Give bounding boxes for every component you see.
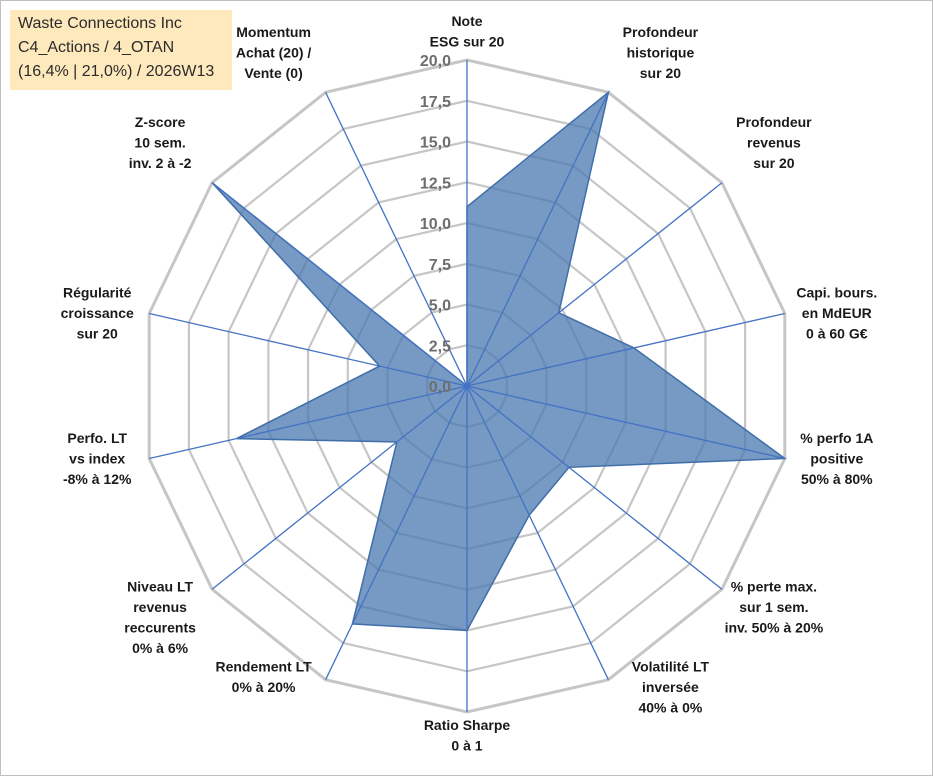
category-label: Capi. bours. en MdEUR 0 à 60 G€ — [796, 285, 877, 342]
category-label: Régularité croissance sur 20 — [61, 285, 134, 342]
category-label: Perfo. LT vs index -8% à 12% — [63, 430, 132, 487]
category-label-line: sur 20 — [77, 326, 118, 342]
category-label-line: Volatilité LT — [632, 659, 710, 675]
axis-spoke — [466, 385, 785, 460]
category-label: Profondeur historique sur 20 — [623, 24, 699, 81]
title-box: Waste Connections Inc C4_Actions / 4_OTA… — [10, 10, 232, 90]
category-label-line: Ratio Sharpe — [424, 717, 511, 733]
category-label-line: inversée — [642, 679, 699, 695]
category-label-line: 0% à 20% — [232, 679, 296, 695]
category-label-line: sur 20 — [640, 65, 681, 81]
tick-label: 2,5 — [429, 338, 451, 355]
category-label-line: sur 1 sem. — [739, 599, 808, 615]
category-label-line: Profondeur — [736, 114, 812, 130]
tick-label: 15,0 — [420, 135, 451, 152]
axis-spoke — [466, 385, 723, 590]
category-label-line: % perfo 1A — [800, 430, 873, 446]
tick-label: 10,0 — [420, 216, 451, 233]
tick-label: 5,0 — [429, 298, 451, 315]
category-label-line: revenus — [133, 599, 187, 615]
category-label-line: Régularité — [63, 285, 132, 301]
axis-spoke — [466, 92, 609, 387]
category-label: Ratio Sharpe 0 à 1 — [424, 717, 511, 754]
category-label-line: % perte max. — [731, 578, 817, 594]
title-line-3: (16,4% | 21,0%) / 2026W13 — [18, 63, 215, 80]
radar-spokes — [149, 60, 785, 712]
axis-spoke — [466, 182, 723, 387]
category-label-line: 10 sem. — [134, 135, 185, 151]
category-label-line: 0 à 1 — [451, 738, 482, 754]
radar-tick-labels: 0,0 2,5 5,0 7,5 10,0 12,5 15,0 17,5 20,0 — [420, 53, 451, 396]
tick-label: 7,5 — [429, 257, 451, 274]
axis-spoke — [325, 385, 468, 680]
category-label-line: sur 20 — [753, 155, 794, 171]
category-label-line: Capi. bours. — [796, 285, 877, 301]
category-label: Note ESG sur 20 — [430, 13, 505, 50]
axis-spoke — [325, 92, 468, 387]
axis-spoke — [211, 385, 468, 590]
category-label-line: en MdEUR — [802, 305, 872, 321]
category-label-line: inv. 50% à 20% — [725, 619, 824, 635]
tick-label: 12,5 — [420, 175, 451, 192]
category-label-line: Momentum — [236, 24, 311, 40]
title-line-2: C4_Actions / 4_OTAN — [18, 39, 175, 56]
axis-spoke — [149, 312, 468, 387]
category-label: Z-score 10 sem. inv. 2 à -2 — [129, 114, 192, 171]
category-label-line: Profondeur — [623, 24, 699, 40]
category-label: Profondeur revenus sur 20 — [736, 114, 812, 171]
tick-label: 20,0 — [420, 53, 451, 70]
category-label: % perfo 1A positive 50% à 80% — [800, 430, 873, 487]
radar-axis-labels: Note ESG sur 20 Profondeur historique sur 20… — [61, 13, 878, 754]
category-label-line: Achat (20) / — [236, 44, 312, 60]
category-label-line: positive — [810, 450, 863, 466]
category-label-line: ESG sur 20 — [430, 34, 505, 50]
category-label-line: Note — [451, 13, 482, 29]
category-label-line: 40% à 0% — [638, 700, 702, 716]
category-label: Momentum Achat (20) / Vente (0) — [236, 24, 312, 81]
category-label: % perte max. sur 1 sem. inv. 50% à 20% — [725, 578, 824, 635]
category-label-line: Vente (0) — [244, 65, 302, 81]
category-label-line: 0 à 60 G€ — [806, 326, 868, 342]
category-label-line: Perfo. LT — [67, 430, 127, 446]
category-label-line: vs index — [69, 450, 125, 466]
tick-label: 0,0 — [429, 379, 451, 396]
category-label: Volatilité LT inversée 40% à 0% — [632, 659, 710, 716]
category-label-line: Z-score — [135, 114, 186, 130]
category-label-line: Niveau LT — [127, 578, 193, 594]
category-label-line: historique — [627, 44, 695, 60]
category-label-line: revenus — [747, 135, 801, 151]
category-label-line: inv. 2 à -2 — [129, 155, 192, 171]
axis-spoke — [466, 385, 609, 680]
axis-spoke — [211, 182, 468, 387]
category-label-line: -8% à 12% — [63, 471, 132, 487]
title-line-1: Waste Connections Inc — [18, 15, 182, 32]
category-label-line: Rendement LT — [215, 659, 312, 675]
category-label: Rendement LT 0% à 20% — [215, 659, 312, 696]
category-label-line: 0% à 6% — [132, 640, 189, 656]
category-label: Niveau LT revenus reccurents 0% à 6% — [124, 578, 196, 656]
category-label-line: reccurents — [124, 619, 196, 635]
axis-spoke — [466, 312, 785, 387]
tick-label: 17,5 — [420, 94, 451, 111]
category-label-line: croissance — [61, 305, 134, 321]
axis-spoke — [149, 385, 468, 460]
category-label-line: 50% à 80% — [801, 471, 873, 487]
